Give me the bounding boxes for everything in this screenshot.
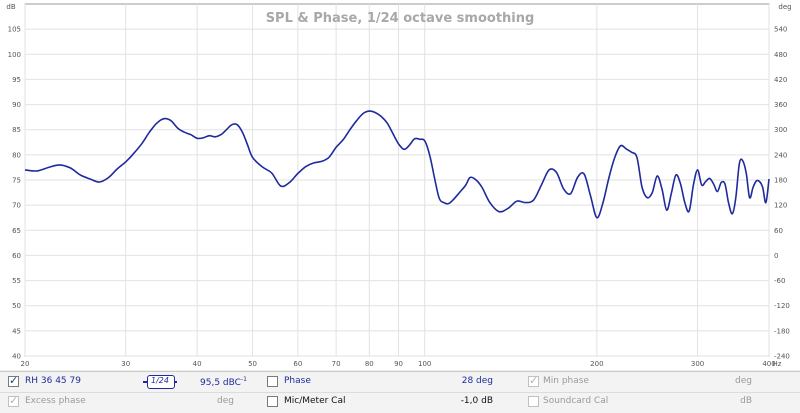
right-tick-label: -180 (774, 327, 790, 335)
right-tick-label: -60 (774, 277, 785, 285)
left-tick-label: 85 (12, 126, 21, 134)
left-tick-label: 70 (12, 202, 21, 210)
x-tick-label: 80 (365, 360, 374, 368)
spl-value-sup: -1 (240, 376, 247, 383)
legend-panel: ✓ RH 36 45 79 1/24 95,5 dBC-1 Phase 28 d… (0, 371, 800, 413)
left-tick-label: 95 (12, 76, 21, 84)
right-tick-label: 180 (774, 177, 787, 185)
excess-phase-unit: deg (217, 396, 234, 406)
x-tick-label: 100 (418, 360, 431, 368)
right-tick-label: 420 (774, 76, 787, 84)
smoothing-badge[interactable]: 1/24 (147, 375, 175, 389)
x-tick-label: 20 (21, 360, 30, 368)
x-tick-label: 90 (394, 360, 403, 368)
soundcard-cal-unit: dB (740, 396, 752, 406)
x-tick-label: 200 (590, 360, 603, 368)
trace-name[interactable]: RH 36 45 79 (25, 376, 81, 386)
left-tick-label: 50 (12, 302, 21, 310)
x-tick-label: 300 (691, 360, 704, 368)
soundcard-cal-label: Soundcard Cal (543, 396, 609, 406)
left-tick-label: 55 (12, 277, 21, 285)
legend-row-trace: ✓ RH 36 45 79 1/24 95,5 dBC-1 Phase 28 d… (0, 373, 800, 392)
min-phase-checkbox[interactable]: ✓ (528, 374, 539, 387)
plot-area[interactable]: 105 100 95 90 85 80 75 70 65 60 55 50 45 40 540 480 420… (0, 0, 800, 370)
left-tick-label: 40 (12, 353, 21, 361)
spl-value: 95,5 dBC-1 (200, 376, 247, 388)
right-tick-label: 240 (774, 151, 787, 159)
left-tick-label: 65 (12, 227, 21, 235)
left-tick-label: 80 (12, 151, 21, 159)
x-tick-label: 60 (293, 360, 302, 368)
x-axis-unit: Hz (773, 360, 782, 368)
mic-cal-checkbox[interactable] (267, 396, 278, 407)
right-tick-label: 300 (774, 126, 787, 134)
check-icon: ✓ (529, 374, 539, 387)
left-tick-label: 100 (8, 51, 21, 59)
left-axis-ticks: 105 100 95 90 85 80 75 70 65 60 55 50 45 40 (8, 26, 21, 361)
min-phase-label: Min phase (543, 376, 589, 386)
right-tick-label: 60 (774, 227, 783, 235)
trace-layer (24, 110, 770, 219)
right-axis-ticks: 540 480 420 360 300 240 180 120 60 0 -60 -120 -180 -2… (774, 26, 790, 361)
right-tick-label: -240 (774, 353, 790, 361)
chart-title: SPL & Phase, 1/24 octave smoothing (266, 11, 535, 26)
right-tick-label: 480 (774, 51, 787, 59)
grid (24, 3, 770, 357)
mic-cal-value: -1,0 dB (460, 396, 493, 406)
right-tick-label: -120 (774, 302, 790, 310)
right-tick-label: 0 (774, 252, 778, 260)
right-tick-label: 540 (774, 26, 787, 34)
trace-visible-checkbox[interactable]: ✓ (8, 374, 19, 387)
legend-row-options: ✓ Excess phase deg Mic/Meter Cal -1,0 dB… (0, 393, 800, 412)
left-tick-label: 75 (12, 177, 21, 185)
spl-trace-line (24, 110, 770, 219)
check-icon: ✓ (9, 394, 19, 407)
x-tick-label: 400 (762, 360, 775, 368)
phase-label: Phase (284, 376, 311, 386)
x-tick-label: 30 (121, 360, 130, 368)
check-icon: ✓ (9, 374, 19, 387)
right-axis-unit: deg (778, 3, 791, 11)
x-tick-label: 70 (332, 360, 341, 368)
left-tick-label: 60 (12, 252, 21, 260)
left-tick-label: 105 (8, 26, 21, 34)
x-axis-ticks: 20 30 40 50 60 70 80 90 100 200 300 400 (21, 360, 776, 368)
right-tick-label: 360 (774, 101, 787, 109)
smoothing-label: 1/24 (151, 376, 169, 385)
soundcard-cal-checkbox[interactable] (528, 396, 539, 407)
spl-phase-chart: 105 100 95 90 85 80 75 70 65 60 55 50 45 40 540 480 420… (6, 3, 791, 368)
excess-phase-label: Excess phase (25, 396, 86, 406)
left-axis-unit: dB (6, 3, 15, 11)
min-phase-unit: deg (735, 376, 752, 386)
x-tick-label: 40 (193, 360, 202, 368)
phase-value: 28 deg (461, 376, 493, 386)
excess-phase-checkbox[interactable]: ✓ (8, 394, 19, 407)
spl-value-text: 95,5 dBC (200, 378, 241, 388)
left-tick-label: 45 (12, 327, 21, 335)
x-tick-label: 50 (248, 360, 257, 368)
legend-divider (0, 392, 800, 393)
left-tick-label: 90 (12, 101, 21, 109)
phase-checkbox[interactable] (267, 376, 278, 387)
mic-cal-label: Mic/Meter Cal (284, 396, 346, 406)
right-tick-label: 120 (774, 202, 787, 210)
